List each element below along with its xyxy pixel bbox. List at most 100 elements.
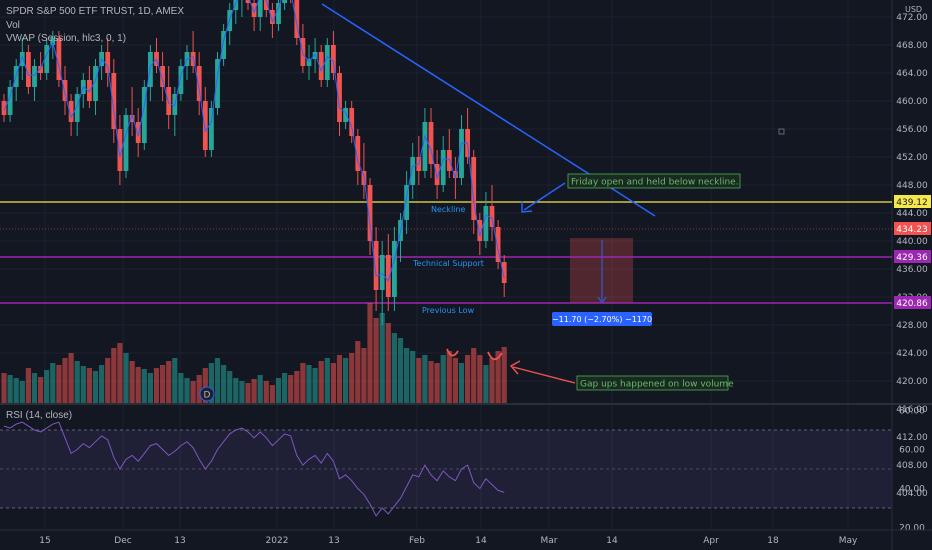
time-tick-label: Dec <box>114 536 131 546</box>
volume-bar <box>300 363 306 403</box>
volume-indicator-label[interactable]: Vol <box>6 20 20 31</box>
price-axis[interactable]: 472.00 468.00 464.00 460.00 456.00 452.00 448.… <box>896 13 928 499</box>
volume-bar <box>178 373 184 403</box>
volume-bar <box>74 361 80 403</box>
candle <box>318 45 324 87</box>
volume-bar <box>446 351 452 403</box>
candle <box>276 0 281 31</box>
volume-bar <box>184 378 190 403</box>
volume-bar <box>489 358 495 403</box>
volume-bar <box>196 375 202 403</box>
volume-bar <box>166 361 172 403</box>
previous-low-tag: 420.86 <box>896 299 928 309</box>
volume-bar <box>153 368 160 403</box>
volume-bar <box>111 348 117 403</box>
friday-callout-box[interactable] <box>567 173 741 189</box>
candle <box>422 108 428 178</box>
volume-bar <box>379 313 385 403</box>
candle <box>1 94 7 122</box>
price-tick-label: 420.00 <box>896 377 928 387</box>
price-tick-label: 416.00 <box>896 405 928 415</box>
gap-callout-text: Gap ups happened on low volume <box>580 380 734 390</box>
volume-bar <box>440 355 446 403</box>
volume-bar <box>294 371 300 403</box>
candle <box>495 220 501 269</box>
volume-bar <box>416 358 422 403</box>
volume-bar <box>86 368 92 403</box>
gap-mark-2 <box>487 351 503 361</box>
volume-bar <box>452 358 458 403</box>
candle <box>331 31 336 80</box>
gap-arrow <box>512 366 576 384</box>
volume-bar <box>44 370 50 403</box>
time-tick-label: 18 <box>767 536 779 546</box>
candle <box>160 52 165 101</box>
price-tick-label: 436.00 <box>896 265 928 275</box>
rsi-tick-label: 80.00 <box>899 407 925 417</box>
gap-callout-box[interactable] <box>576 375 729 391</box>
candle <box>282 0 287 10</box>
candle <box>241 0 243 17</box>
volume-bar <box>465 355 471 403</box>
rsi-tick-label: 40.00 <box>899 485 925 495</box>
vwap-indicator-label[interactable]: VWAP (Session, hlc3, 0, 1) <box>6 33 127 44</box>
candle <box>209 101 214 157</box>
time-tick-label: 14 <box>475 536 487 546</box>
volume-bar <box>7 375 13 403</box>
candle <box>38 52 43 80</box>
volume-bar <box>306 365 312 403</box>
volume-bar <box>361 348 367 403</box>
price-tick-label: 460.00 <box>896 97 928 107</box>
candle <box>178 59 184 101</box>
candle <box>245 0 251 10</box>
candle <box>367 178 373 255</box>
candle <box>74 87 80 136</box>
candle <box>483 192 489 248</box>
last-price-tag-bg <box>894 222 931 235</box>
symbol-title[interactable]: SPDR S&P 500 ETF TRUST, 1D, AMEX <box>6 6 185 17</box>
rsi-line <box>3 421 505 517</box>
candle <box>196 52 202 115</box>
time-axis[interactable]: 15 Dec 13 2022 13 Feb 14 Mar 14 Apr 18 May <box>39 536 858 546</box>
candle <box>19 38 25 80</box>
volume-bar <box>62 358 68 403</box>
volume-bar <box>56 365 62 403</box>
volume-bar <box>208 363 214 403</box>
rsi-tick-label: 20.00 <box>899 524 925 534</box>
rsi-axis[interactable]: 80.00 60.00 40.00 20.00 <box>899 407 925 534</box>
time-tick-label: Mar <box>541 536 558 546</box>
volume-bar <box>355 341 361 403</box>
gap-mark-1 <box>446 348 459 357</box>
price-tick-label: 440.00 <box>896 237 928 247</box>
candle <box>123 108 129 178</box>
previous-low-label: Previous Low <box>422 306 475 315</box>
candle <box>26 45 31 94</box>
measure-label: −11.70 (−2.70%) −1170 <box>552 315 652 324</box>
volume-bar <box>428 361 434 403</box>
volume-bar <box>275 378 282 403</box>
volume-bar <box>336 355 343 403</box>
volume-bar <box>288 375 294 403</box>
rsi-indicator-label[interactable]: RSI (14, close) <box>6 410 73 421</box>
volume-bars <box>1 303 507 403</box>
volume-bar <box>501 347 507 403</box>
volume-bar <box>257 375 263 403</box>
anchor-marker[interactable] <box>778 128 785 135</box>
candle <box>105 38 111 87</box>
volume-bar <box>483 365 489 403</box>
volume-bar <box>190 381 196 403</box>
candle <box>50 31 56 59</box>
candle <box>129 87 135 136</box>
candle <box>87 66 92 108</box>
candle <box>141 80 147 150</box>
price-tick-label: 404.00 <box>896 489 928 499</box>
volume-bar <box>19 381 25 403</box>
price-tick-label: 408.00 <box>896 461 928 471</box>
dividend-marker[interactable] <box>199 386 215 402</box>
volume-bar <box>239 381 245 403</box>
candle <box>410 143 416 199</box>
candle <box>117 115 123 185</box>
volume-bar <box>385 323 391 403</box>
candle <box>306 45 312 80</box>
